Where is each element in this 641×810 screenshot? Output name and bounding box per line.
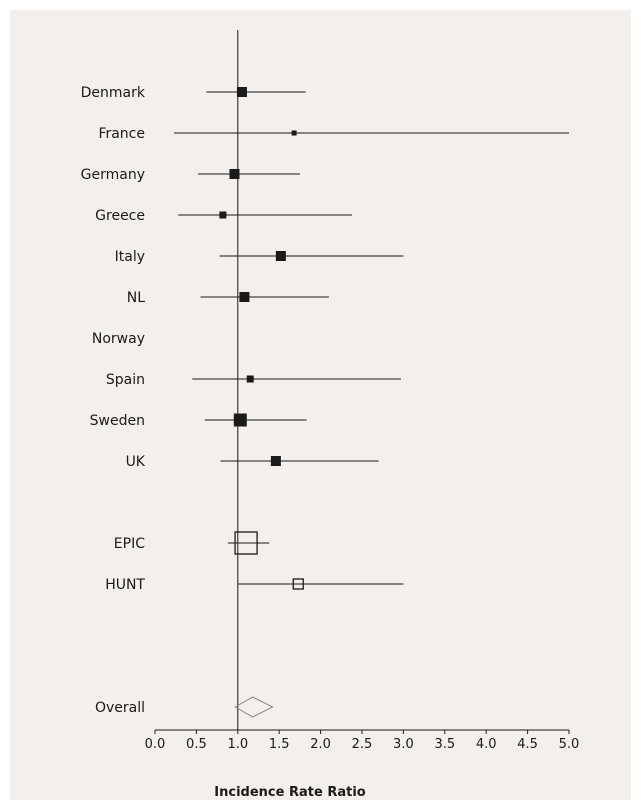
row-label: Sweden <box>90 413 145 429</box>
x-tick-label: 1.0 <box>227 737 248 752</box>
overall-diamond <box>234 696 274 718</box>
point-estimate <box>246 375 254 383</box>
point-estimate <box>233 413 247 427</box>
row-label: France <box>98 126 145 142</box>
point-estimate <box>291 130 297 136</box>
row-label: Norway <box>92 331 145 347</box>
x-tick-label: 4.0 <box>476 737 497 752</box>
row-label: Germany <box>81 167 145 183</box>
x-tick-label: 2.0 <box>310 737 331 752</box>
x-tick-label: 3.5 <box>434 737 455 752</box>
row-label: Greece <box>95 208 145 224</box>
row-label: EPIC <box>114 536 145 552</box>
chart-panel: 0.0 0.5 1.0 1.5 2.0 2.5 3.0 3.5 4.0 4.5 5.0 Inciden… <box>10 10 631 800</box>
point-estimate <box>270 456 281 466</box>
point-estimate <box>239 292 250 302</box>
row-label: Italy <box>115 249 145 265</box>
x-axis-title: Incidence Rate Ratio <box>214 785 365 800</box>
row-label: Overall <box>95 700 145 716</box>
x-tick-label: 3.0 <box>393 737 414 752</box>
x-tick-label: 5.0 <box>559 737 580 752</box>
forest-plot: 0.0 0.5 1.0 1.5 2.0 2.5 3.0 3.5 4.0 4.5 5.0 Inciden… <box>81 30 580 800</box>
row-label: Spain <box>106 372 145 388</box>
row-label: HUNT <box>105 577 145 593</box>
point-estimate <box>219 211 227 219</box>
row-label: Denmark <box>81 85 146 101</box>
x-tick-label: 2.5 <box>352 737 373 752</box>
x-tick-label: 0.0 <box>145 737 166 752</box>
point-estimate <box>236 87 247 97</box>
point-estimate <box>229 169 240 179</box>
point-estimate <box>275 251 286 261</box>
point-estimate <box>292 578 304 590</box>
x-tick-label: 4.5 <box>517 737 538 752</box>
x-tick-label: 0.5 <box>186 737 207 752</box>
point-estimate <box>234 531 258 555</box>
row-label: NL <box>127 290 145 306</box>
x-tick-label: 1.5 <box>269 737 290 752</box>
row-label: UK <box>126 454 146 470</box>
